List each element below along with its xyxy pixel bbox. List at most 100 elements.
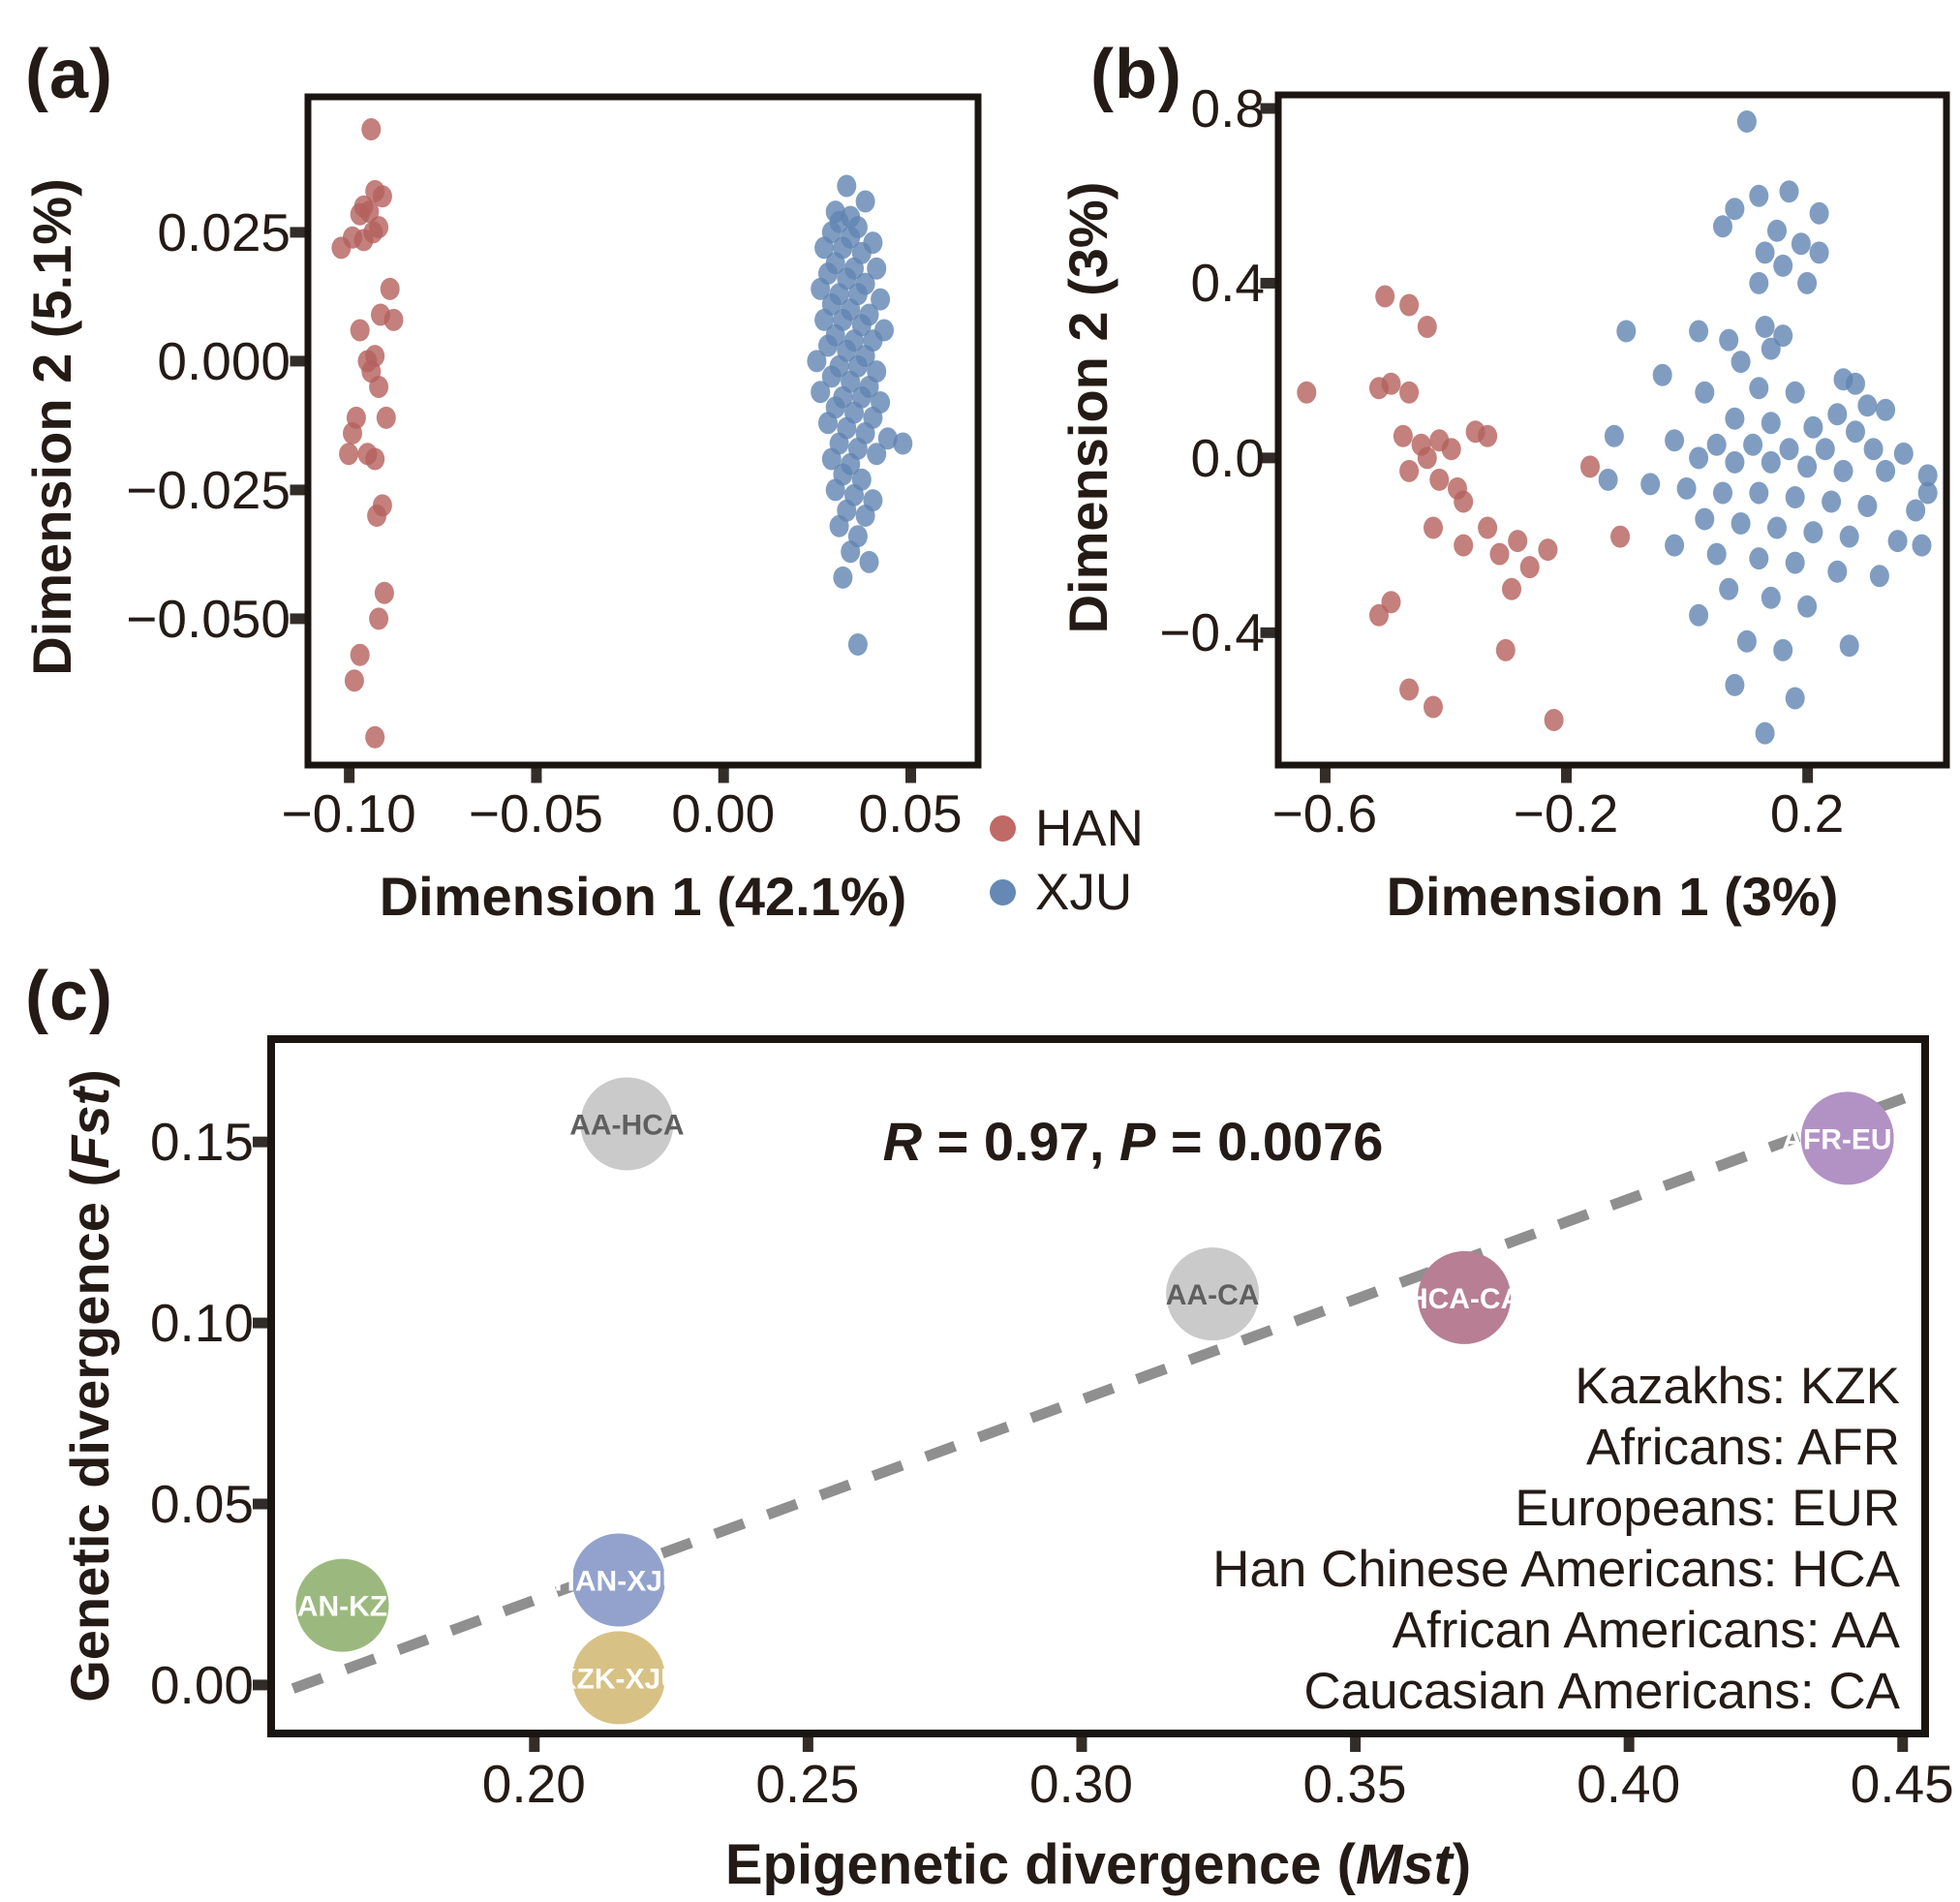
data-point-han bbox=[353, 229, 374, 252]
data-point-han bbox=[1393, 424, 1413, 447]
panel-a-x-tick-label: 0.05 bbox=[858, 783, 963, 844]
x-tick-mark bbox=[344, 768, 355, 783]
panel-a-x-tick-label: 0.00 bbox=[671, 783, 776, 844]
data-point-han bbox=[380, 277, 400, 300]
data-point-han bbox=[369, 376, 389, 398]
data-point-xju bbox=[1640, 473, 1661, 496]
data-point-xju bbox=[1736, 110, 1757, 133]
y-tick-mark bbox=[1260, 277, 1275, 289]
data-point-han bbox=[1399, 678, 1420, 701]
data-point-xju bbox=[1706, 433, 1727, 456]
data-point-xju bbox=[1803, 415, 1823, 439]
data-point-xju bbox=[1857, 495, 1878, 517]
data-point-xju bbox=[1713, 215, 1732, 238]
data-point-xju bbox=[1809, 201, 1829, 225]
x-tick-mark bbox=[529, 1737, 540, 1752]
data-point-xju bbox=[1893, 442, 1914, 465]
han-legend-label: HAN bbox=[1035, 799, 1144, 857]
data-point-xju bbox=[1863, 438, 1883, 461]
data-point-xju bbox=[1689, 446, 1709, 470]
data-point-xju bbox=[1809, 241, 1829, 264]
panel-b-x-axis-title: Dimension 1 (3%) bbox=[1386, 866, 1839, 927]
panel-c-border bbox=[267, 1035, 1929, 1737]
data-point-xju bbox=[1797, 271, 1818, 294]
data-point-xju bbox=[1652, 363, 1672, 386]
data-point-xju bbox=[1755, 241, 1775, 264]
data-point-xju bbox=[1773, 324, 1793, 348]
data-point-xju bbox=[1822, 490, 1842, 513]
data-point-xju bbox=[1749, 184, 1769, 207]
data-point-xju bbox=[1695, 381, 1715, 404]
data-point-xju bbox=[855, 190, 875, 213]
data-point-xju bbox=[1785, 551, 1805, 574]
data-point-xju bbox=[847, 633, 868, 656]
bubble-label-AA-CA: AA-CA bbox=[1166, 1279, 1260, 1311]
data-point-xju bbox=[1785, 687, 1805, 710]
data-point-xju bbox=[1803, 521, 1823, 544]
data-point-han bbox=[1417, 446, 1437, 470]
data-point-xju bbox=[1761, 586, 1781, 609]
panel-c-x-tick-label: 0.45 bbox=[1850, 1754, 1954, 1814]
data-point-xju bbox=[1604, 424, 1624, 447]
data-point-xju bbox=[867, 443, 887, 466]
text-part: Genetic divergence ( bbox=[59, 1168, 120, 1703]
y-tick-mark bbox=[290, 484, 305, 496]
x-tick-mark bbox=[1623, 1737, 1635, 1752]
x-tick-mark bbox=[1319, 768, 1331, 783]
panel-b-x-tick-label: 0.2 bbox=[1769, 783, 1845, 844]
data-point-xju bbox=[1676, 476, 1697, 500]
data-point-xju bbox=[1725, 198, 1745, 221]
data-point-han bbox=[1424, 695, 1443, 719]
x-tick-mark bbox=[1802, 768, 1814, 783]
data-point-xju bbox=[1713, 481, 1732, 505]
legend-item-xju: XJU bbox=[990, 862, 1132, 922]
data-point-xju bbox=[1797, 455, 1818, 478]
data-point-xju bbox=[1689, 603, 1709, 627]
data-point-xju bbox=[1797, 595, 1818, 618]
data-point-xju bbox=[829, 514, 849, 537]
panel-c-x-tick-label: 0.30 bbox=[1028, 1754, 1133, 1814]
panel-a-y-tick-label: −0.050 bbox=[126, 588, 291, 649]
panel-b-y-tick-label: 0.0 bbox=[1190, 427, 1265, 488]
data-point-xju bbox=[877, 427, 898, 450]
bubble-HAN-XJU bbox=[571, 1533, 665, 1627]
data-point-han bbox=[350, 202, 370, 226]
data-point-xju bbox=[1785, 381, 1805, 404]
data-point-xju bbox=[1719, 328, 1739, 352]
data-point-xju bbox=[1665, 429, 1685, 452]
bubble-HCA-CA bbox=[1418, 1250, 1512, 1344]
bubble-AFR-EUR bbox=[1800, 1091, 1894, 1185]
data-point-xju bbox=[1598, 468, 1618, 491]
y-tick-mark bbox=[253, 1498, 267, 1510]
abbreviation-legend-line: Europeans: EUR bbox=[1515, 1480, 1900, 1537]
data-point-xju bbox=[1689, 320, 1709, 343]
data-point-han bbox=[1441, 438, 1461, 461]
data-point-xju bbox=[825, 478, 845, 502]
data-point-han bbox=[1502, 577, 1521, 600]
correlation-annotation: R = 0.97, P = 0.0076 bbox=[852, 1110, 1414, 1173]
abbreviation-legend-line: Africans: AFR bbox=[1586, 1419, 1900, 1476]
data-point-xju bbox=[807, 350, 827, 373]
data-point-xju bbox=[814, 236, 835, 260]
bubble-label-KZK-XJU: KZK-XJU bbox=[556, 1663, 682, 1695]
data-point-xju bbox=[1706, 542, 1727, 566]
data-point-han bbox=[374, 581, 394, 604]
data-point-xju bbox=[821, 447, 842, 471]
data-point-xju bbox=[1917, 481, 1938, 505]
data-point-xju bbox=[1917, 464, 1938, 487]
data-point-xju bbox=[1785, 486, 1805, 508]
panel-c-y-tick-label: 0.00 bbox=[149, 1654, 254, 1715]
data-point-xju bbox=[1846, 372, 1865, 395]
data-point-xju bbox=[1761, 412, 1781, 435]
panel-c-x-tick-label: 0.40 bbox=[1577, 1754, 1681, 1814]
abbreviation-legend: Kazakhs: KZK Africans: AFR Europeans: EUR H… bbox=[1212, 1356, 1900, 1722]
data-point-xju bbox=[1730, 512, 1751, 535]
panel-b-border bbox=[1274, 91, 1950, 769]
data-point-xju bbox=[1616, 320, 1637, 343]
y-tick-mark bbox=[290, 355, 305, 367]
data-point-han bbox=[1399, 293, 1420, 317]
data-point-xju bbox=[818, 412, 838, 435]
bubble-label-HCA-CA: HCA-CA bbox=[1407, 1283, 1521, 1315]
data-point-xju bbox=[859, 550, 879, 573]
panel-b-y-tick-label: 0.8 bbox=[1190, 77, 1265, 138]
